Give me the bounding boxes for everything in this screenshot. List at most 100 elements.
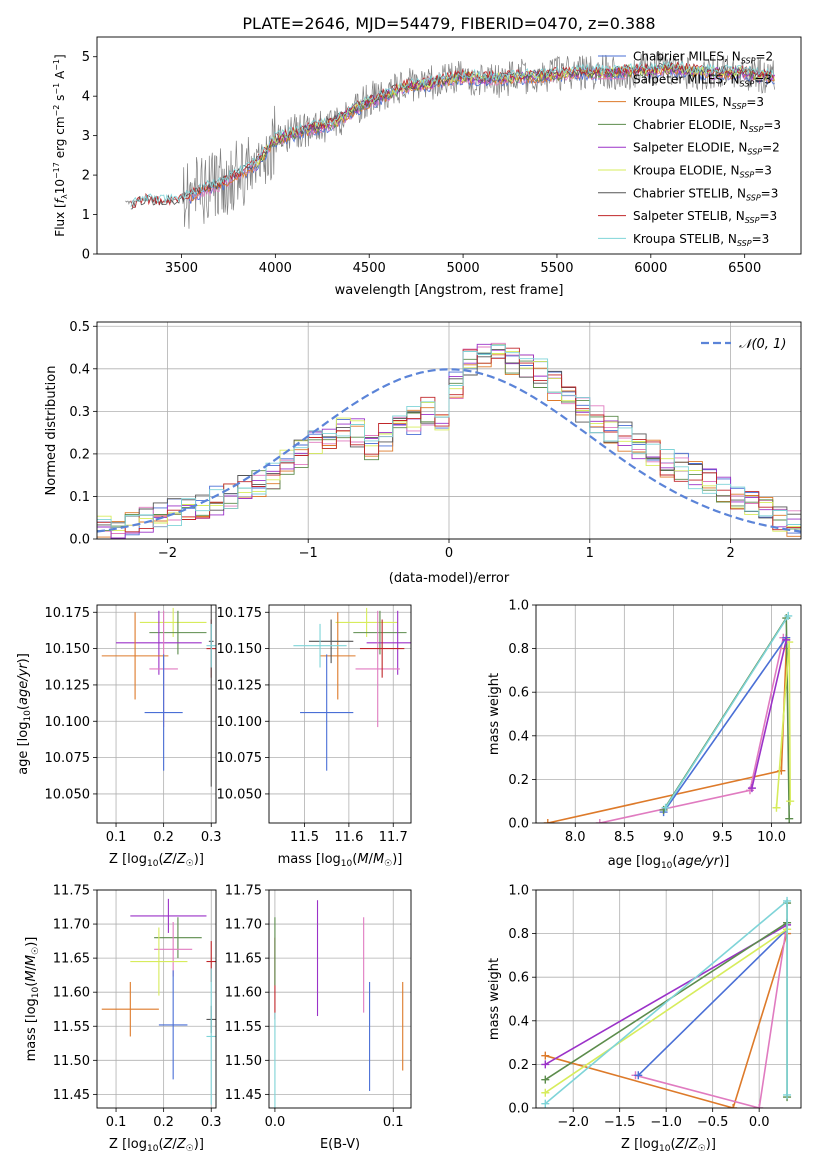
weight_vs_z-xtick-label: −2.0 (557, 1115, 589, 1130)
weight_vs_z-marker-kroupa_stelib (783, 896, 792, 905)
weight_vs_z-marker-kroupa_stelib (783, 1090, 792, 1099)
age_vs_z-xtick-label: 0.3 (201, 830, 222, 845)
mass_vs_ebv-axes: 0.0 0.1 11.45 11.50 11.55 11.60 11.65 11.70 11.7… (225, 884, 411, 1130)
residuals-ytick-label: 0.3 (69, 405, 90, 420)
weight_vs_z-ytick-label: 0.4 (508, 1014, 529, 1029)
age_vs_mass-xtick-label: 11.7 (379, 830, 408, 845)
residuals-xtick-label: 1 (586, 546, 594, 561)
weight_vs_z-frame (535, 889, 802, 1109)
age_vs_mass-ytick-label: 10.150 (217, 642, 263, 657)
residuals-xtick-label: −2 (158, 546, 177, 561)
weight_vs_z-marker-kroupa_stelib (541, 1099, 550, 1108)
weight_vs_z-xtick-label: −1.0 (650, 1115, 682, 1130)
weight_vs_age-ylabel: mass weight (487, 673, 502, 755)
mass_vs_z-ytick-label: 11.70 (53, 918, 90, 933)
weight_vs_z-line-salpeter_miles (635, 922, 788, 1108)
weight_vs_age-frame (535, 604, 802, 824)
weight_vs_age-xtick-label: 9.0 (663, 830, 684, 845)
weight_vs_z-marker-salpeter_elodie (541, 1060, 550, 1069)
age_vs_z-xlabel: Z [log10(Z/Z☉)] (109, 852, 204, 869)
weight_vs_age-marker-kroupa_stelib (661, 803, 670, 812)
age_vs_mass-errorbars (293, 607, 411, 771)
mass_vs_ebv-ytick-label: 11.70 (225, 918, 262, 933)
weight_vs_age-ytick-label: 0.0 (508, 817, 529, 832)
spectrum-model-chabrier_miles (188, 66, 775, 204)
mass_vs_ebv-xlabel: E(B-V) (320, 1137, 360, 1152)
legend-label-chabrier_stelib: Chabrier STELIB, NSSP=3 (633, 186, 778, 202)
residuals-xtick-label: 2 (726, 546, 734, 561)
weight_vs_z-line-kroupa_elodie (544, 928, 788, 1094)
age_vs_mass-ytick-label: 10.125 (217, 678, 263, 693)
weight_vs_age-xtick-label: 9.5 (712, 830, 733, 845)
spectrum-ytick-label: 1 (82, 208, 90, 223)
weight_vs_z-axes: −2.0 −1.5 −1.0 −0.5 0.0 0.0 0.2 0.4 0.6 0.8 1.0 (508, 884, 801, 1130)
weight_vs_age-xtick-label: 8.0 (565, 830, 586, 845)
weight_vs_age-marker-kroupa_elodie (786, 797, 795, 806)
weight_vs_z-ytick-label: 0.2 (508, 1058, 529, 1073)
residuals-frame (96, 321, 802, 540)
age_vs_mass-ytick-label: 10.050 (217, 787, 263, 802)
weight_vs_age-line-kroupa_stelib (664, 615, 789, 809)
spectrum-frame (96, 36, 802, 255)
weight_vs_age-ytick-label: 1.0 (508, 599, 529, 614)
weight_vs_age-marker-chabrier_elodie (785, 814, 794, 823)
weight_vs_age-lines (543, 611, 795, 823)
weight_vs_age-marker-kroupa_stelib (784, 611, 793, 620)
mass_vs_z-ytick-label: 11.65 (53, 952, 90, 967)
residual-hist-kroupa_stelib (97, 344, 801, 528)
legend-label-salpeter_miles: Salpeter MILES, NSSP=3 (633, 72, 772, 88)
spectrum-lines (125, 51, 776, 229)
weight_vs_age-marker-kroupa_miles (543, 819, 552, 823)
mass_vs_z-ytick-label: 11.75 (53, 884, 90, 899)
weight_vs_z-marker-chabrier_miles (634, 1071, 643, 1080)
spectrum-legend: Chabrier MILES, NSSP=2 Salpeter MILES, NS… (598, 50, 781, 248)
mass_vs_ebv-ytick-label: 11.75 (225, 884, 262, 899)
weight_vs_z-marker-kroupa_miles (541, 1051, 550, 1060)
weight_vs_age-marker-kroupa_elodie (772, 803, 781, 812)
age_vs_z-errorbars (101, 605, 216, 787)
age_vs_z-ytick-label: 10.125 (45, 678, 91, 693)
mass_vs_z-frame (96, 889, 217, 1109)
age_vs_mass-ytick-label: 10.075 (217, 751, 263, 766)
weight_vs_z-ytick-label: 0.0 (508, 1102, 529, 1117)
legend-label-kroupa_miles: Kroupa MILES, NSSP=3 (633, 95, 764, 111)
mass_vs_ebv-ytick-label: 11.60 (225, 986, 262, 1001)
legend-label-salpeter_stelib: Salpeter STELIB, NSSP=3 (633, 209, 777, 225)
weight_vs_z-xlabel: Z [log10(Z/Z☉)] (621, 1137, 716, 1154)
mass_vs_z-xtick-label: 0.2 (153, 1115, 174, 1130)
mass_vs_ebv-ytick-label: 11.50 (225, 1054, 262, 1069)
weight_vs_z-marker-salpeter_miles (755, 1104, 764, 1108)
weight_vs_z-xtick-label: −1.5 (604, 1115, 636, 1130)
age_vs_mass-ytick-label: 10.100 (217, 715, 263, 730)
spectrum-xlabel: wavelength [Angstrom, rest frame] (335, 283, 564, 298)
spectrum-model-salpeter_stelib (130, 61, 774, 208)
weight_vs_age-xtick-label: 10.0 (757, 830, 786, 845)
weight_vs_age-marker-salpeter_elodie (782, 635, 791, 644)
legend-label-chabrier_elodie: Chabrier ELODIE, NSSP=3 (633, 118, 781, 134)
weight_vs_age-xtick-label: 8.5 (614, 830, 635, 845)
spectrum-xtick-label: 3500 (165, 261, 198, 276)
figure-title: PLATE=2646, MJD=54479, FIBERID=0470, z=0… (242, 14, 655, 33)
weight_vs_z-ylabel: mass weight (487, 958, 502, 1040)
age_vs_mass-ytick-label: 10.175 (217, 606, 263, 621)
mass_vs_z-ytick-label: 11.45 (53, 1088, 90, 1103)
spectrum-xtick-label: 5500 (540, 261, 573, 276)
spectrum-ytick-label: 4 (82, 90, 90, 105)
weight_vs_z-ytick-label: 1.0 (508, 884, 529, 899)
spectrum-axes: 3500 4000 4500 5000 5500 6000 6500 0 1 2 3 4 5 (82, 50, 762, 276)
mass_vs_z-ylabel: mass [log10(M/M☉)] (24, 937, 41, 1062)
residuals-ytick-label: 0.0 (69, 533, 90, 548)
residuals-ytick-label: 0.1 (69, 490, 90, 505)
weight_vs_z-marker-kroupa_elodie (541, 1088, 550, 1097)
spectrum-model-kroupa_miles (188, 65, 775, 202)
mass_vs_z-xtick-label: 0.1 (106, 1115, 127, 1130)
legend-label-chabrier_miles: Chabrier MILES, NSSP=2 (633, 50, 773, 66)
weight_vs_age-ytick-label: 0.8 (508, 642, 529, 657)
legend-label-salpeter_elodie: Salpeter ELODIE, NSSP=2 (633, 141, 780, 157)
spectrum-xtick-label: 6500 (728, 261, 761, 276)
weight_vs_z-xtick-label: −0.5 (697, 1115, 729, 1130)
spectrum-xtick-label: 5000 (447, 261, 480, 276)
mass_vs_z-xlabel: Z [log10(Z/Z☉)] (109, 1137, 204, 1154)
mass_vs_z-xtick-label: 0.3 (201, 1115, 222, 1130)
age_vs_z-xtick-label: 0.2 (153, 830, 174, 845)
